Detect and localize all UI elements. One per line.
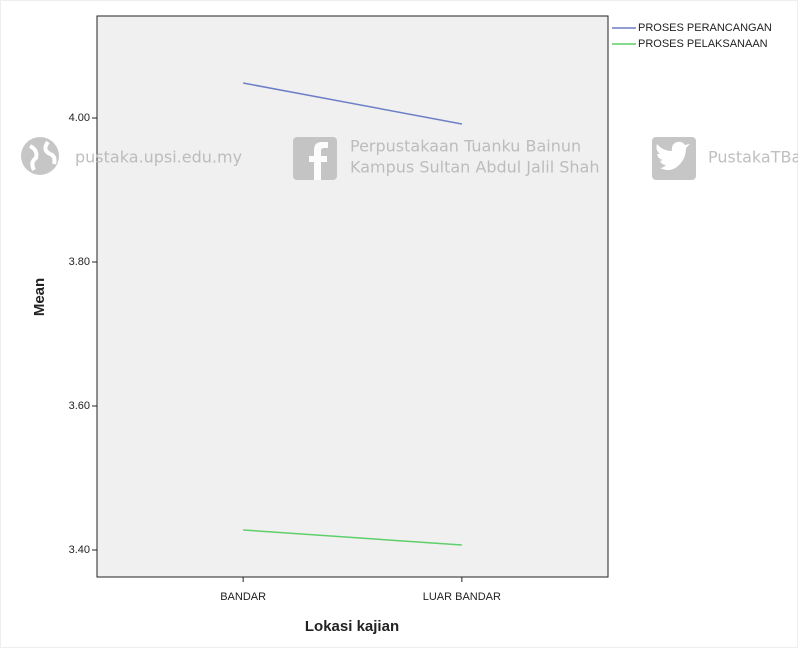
facebook-icon-f — [309, 142, 328, 180]
watermark: pustaka.upsi.edu.my Perpustakaan Tuanku … — [21, 137, 798, 180]
legend-label: PROSES PELAKSANAAN — [638, 38, 768, 50]
y-axis-title: Mean — [31, 278, 48, 316]
watermark-text: Perpustakaan Tuanku Bainun — [350, 137, 581, 156]
series-line — [243, 82, 462, 125]
globe-icon-detail — [29, 140, 57, 171]
watermark-text: PustakaTBainun — [708, 148, 798, 167]
watermark-text: Kampus Sultan Abdul Jalil Shah — [350, 158, 599, 177]
legend-label: PROSES PERANCANGAN — [638, 22, 772, 34]
y-tick-label: 4.00 — [69, 112, 90, 124]
y-tick-label: 3.80 — [69, 256, 90, 268]
twitter-icon-bird — [656, 141, 690, 171]
x-tick-label: LUAR BANDAR — [423, 591, 501, 603]
y-tick-label: 3.60 — [69, 400, 90, 412]
plot-area — [96, 15, 609, 578]
series-line — [243, 529, 462, 546]
y-tick-label: 3.40 — [69, 544, 90, 556]
x-axis-title: Lokasi kajian — [305, 618, 399, 635]
x-tick-label: BANDAR — [220, 591, 266, 603]
watermark-text: pustaka.upsi.edu.my — [75, 148, 242, 167]
